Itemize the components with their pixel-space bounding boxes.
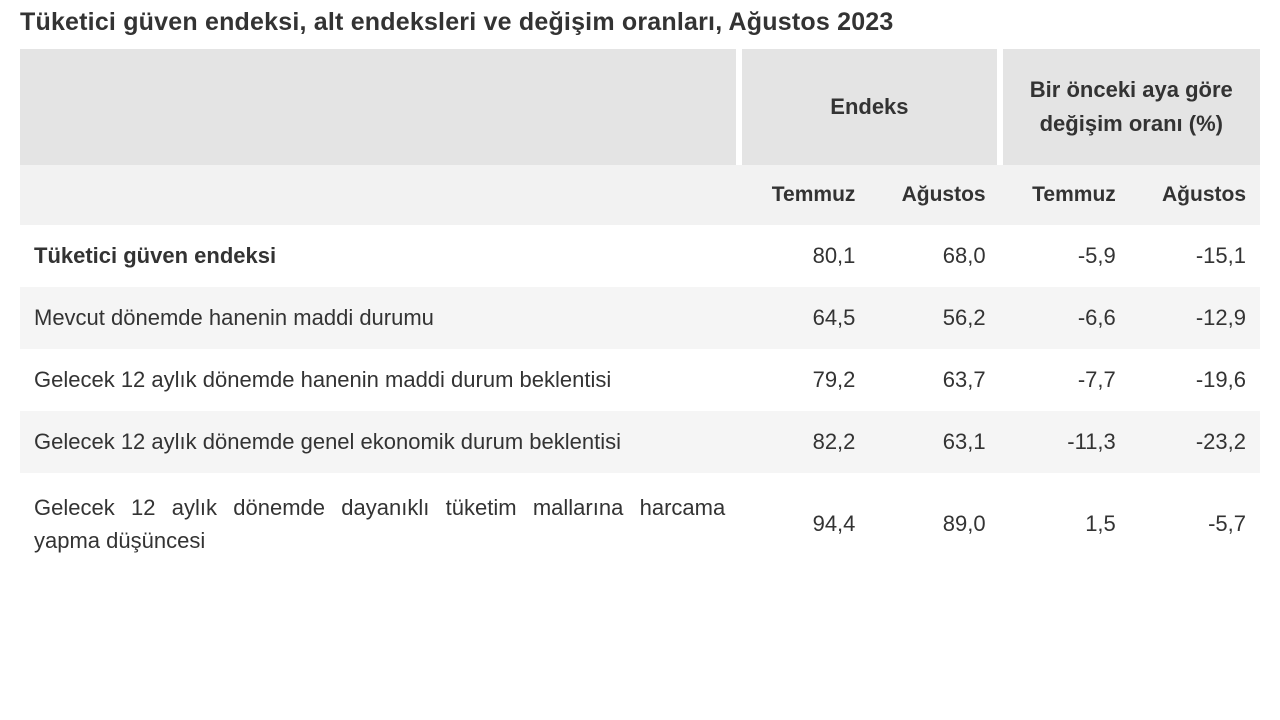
cell: -6,6: [1000, 287, 1130, 349]
cell: -12,9: [1130, 287, 1260, 349]
cell: -5,9: [1000, 225, 1130, 287]
table-row: Tüketici güven endeksi 80,1 68,0 -5,9 -1…: [20, 225, 1260, 287]
cell: 89,0: [869, 473, 999, 575]
cell: -7,7: [1000, 349, 1130, 411]
table-body: Tüketici güven endeksi 80,1 68,0 -5,9 -1…: [20, 225, 1260, 575]
row-label: Tüketici güven endeksi: [20, 225, 739, 287]
cell: -23,2: [1130, 411, 1260, 473]
cell: 64,5: [739, 287, 869, 349]
cell: -19,6: [1130, 349, 1260, 411]
row-label: Mevcut dönemde hanenin maddi durumu: [20, 287, 739, 349]
col-header-july-change: Temmuz: [1000, 165, 1130, 225]
col-header-august-index: Ağustos: [869, 165, 999, 225]
col-header-july-index: Temmuz: [739, 165, 869, 225]
col-header-august-change: Ağustos: [1130, 165, 1260, 225]
header-blank: [20, 49, 739, 165]
cell: -15,1: [1130, 225, 1260, 287]
header-sub-row: Temmuz Ağustos Temmuz Ağustos: [20, 165, 1260, 225]
consumer-confidence-table: Endeks Bir önceki aya göredeğişim oranı …: [20, 49, 1260, 575]
cell: 68,0: [869, 225, 999, 287]
table-container: Tüketici güven endeksi, alt endeksleri v…: [0, 0, 1280, 575]
row-label: Gelecek 12 aylık dönemde dayanıklı tüket…: [20, 473, 739, 575]
cell: 94,4: [739, 473, 869, 575]
header-group-row: Endeks Bir önceki aya göredeğişim oranı …: [20, 49, 1260, 165]
cell: 56,2: [869, 287, 999, 349]
row-label: Gelecek 12 aylık dönemde genel ekonomik …: [20, 411, 739, 473]
row-label: Gelecek 12 aylık dönemde hanenin maddi d…: [20, 349, 739, 411]
table-row: Mevcut dönemde hanenin maddi durumu 64,5…: [20, 287, 1260, 349]
cell: 1,5: [1000, 473, 1130, 575]
page-title: Tüketici güven endeksi, alt endeksleri v…: [20, 8, 1260, 37]
cell: 63,7: [869, 349, 999, 411]
cell: 80,1: [739, 225, 869, 287]
cell: 63,1: [869, 411, 999, 473]
header-group-change: Bir önceki aya göredeğişim oranı (%): [1000, 49, 1260, 165]
cell: -11,3: [1000, 411, 1130, 473]
cell: -5,7: [1130, 473, 1260, 575]
header-group-index: Endeks: [739, 49, 999, 165]
cell: 79,2: [739, 349, 869, 411]
subheader-blank: [20, 165, 739, 225]
cell: 82,2: [739, 411, 869, 473]
table-row: Gelecek 12 aylık dönemde hanenin maddi d…: [20, 349, 1260, 411]
table-row: Gelecek 12 aylık dönemde genel ekonomik …: [20, 411, 1260, 473]
table-row: Gelecek 12 aylık dönemde dayanıklı tüket…: [20, 473, 1260, 575]
